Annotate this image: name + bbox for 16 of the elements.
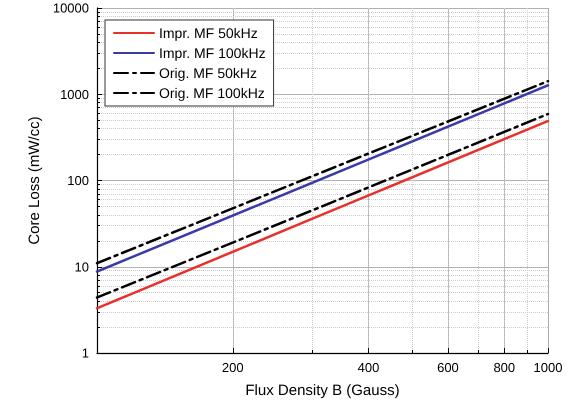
y-tick-label: 1000 (60, 86, 89, 102)
y-tick-label: 10000 (52, 0, 89, 16)
x-tick-label: 200 (222, 360, 244, 375)
x-tick-label: 1000 (534, 360, 562, 375)
y-axis-title: Core Loss (mW/cc) (26, 116, 43, 245)
x-axis-title: Flux Density B (Gauss) (245, 382, 400, 399)
y-tick-label: 100 (67, 173, 89, 188)
x-tick-label: 800 (493, 360, 516, 375)
legend-label: Orig. MF 50kHz (159, 65, 258, 81)
x-tick-label: 600 (437, 360, 459, 375)
legend-label: Impr. MF 100kHz (159, 45, 266, 61)
y-tick-label: 10 (74, 259, 89, 274)
legend-label: Orig. MF 100kHz (159, 85, 265, 101)
legend-label: Impr. MF 50kHz (159, 25, 258, 41)
x-tick-label: 400 (358, 360, 380, 375)
y-tick-label: 1 (82, 346, 89, 360)
